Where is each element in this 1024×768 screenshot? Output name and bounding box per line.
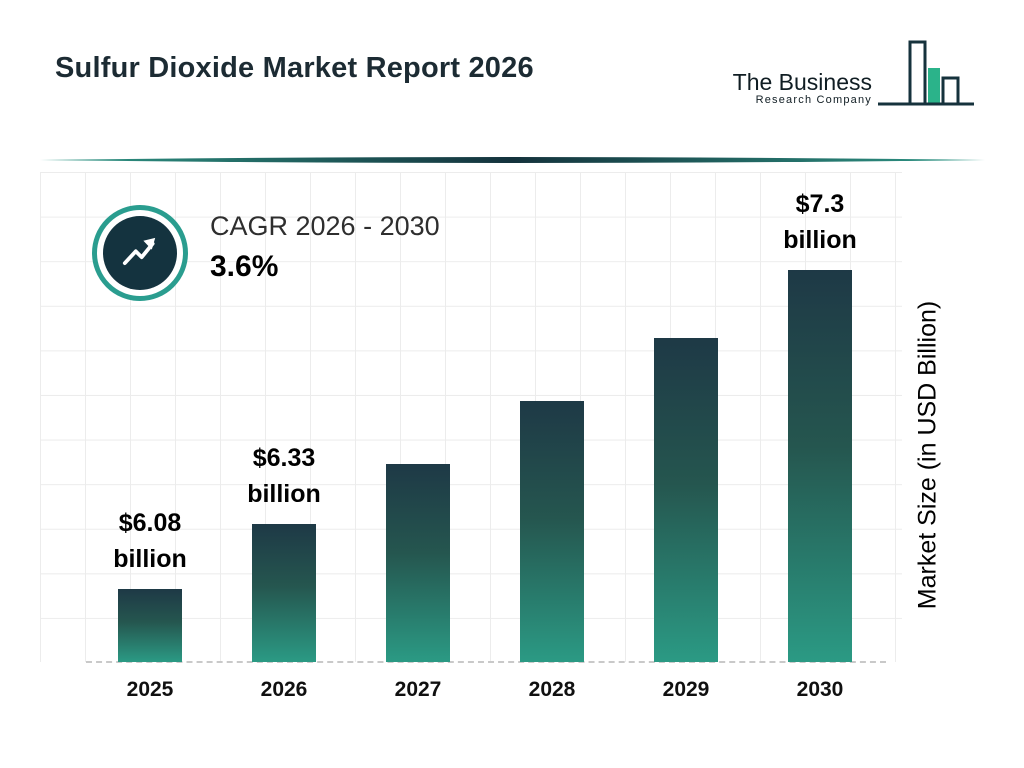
bar-column: 2028 <box>492 180 612 708</box>
cagr-value: 3.6% <box>210 250 279 283</box>
logo-name: The Business <box>732 68 872 95</box>
logo-text: The Business Research Company <box>733 70 872 120</box>
bar-column: 2027 <box>358 180 478 708</box>
bar-2026 <box>252 524 316 662</box>
bar-value-label: $7.3 billion <box>783 189 857 254</box>
bar-column: $6.33 billion 2026 <box>224 180 344 708</box>
bar-2029 <box>654 338 718 662</box>
cagr-label: CAGR 2026 - 2030 <box>210 211 440 241</box>
bar-value-label: $6.08 billion <box>113 508 187 573</box>
logo-bars-icon <box>878 40 974 106</box>
bar-2030 <box>788 270 852 662</box>
cagr-badge: CAGR 2026 - 2030 3.6% <box>92 205 440 301</box>
x-axis-baseline <box>86 661 886 663</box>
company-logo: The Business Research Company <box>733 38 976 120</box>
bar-value-label: $6.33 billion <box>247 443 321 508</box>
x-axis-label: 2029 <box>662 678 710 701</box>
trend-up-icon-circle <box>103 216 177 290</box>
bar-chart: $6.08 billion 2025 $6.33 billion 2026 2027 2028… <box>90 180 880 708</box>
bar-column: $6.08 billion 2025 <box>90 180 210 708</box>
trend-up-icon <box>92 205 188 301</box>
bar-2027 <box>386 464 450 662</box>
bar-column: $7.3 billion 2030 <box>760 180 880 708</box>
x-axis-label: 2025 <box>126 678 174 701</box>
logo-subname: Research Company <box>755 94 872 106</box>
x-axis-label: 2027 <box>394 678 442 701</box>
x-axis-label: 2026 <box>260 678 308 701</box>
header-divider <box>40 157 985 163</box>
y-axis-label: Market Size (in USD Billion) <box>913 300 942 610</box>
bar-2028 <box>520 401 584 662</box>
x-axis-label: 2028 <box>528 678 576 701</box>
bar-2025 <box>118 589 182 662</box>
bar-column: 2029 <box>626 180 746 708</box>
cagr-text: CAGR 2026 - 2030 3.6% <box>210 205 440 284</box>
page-title: Sulfur Dioxide Market Report 2026 <box>55 52 534 84</box>
x-axis-label: 2030 <box>796 678 844 701</box>
